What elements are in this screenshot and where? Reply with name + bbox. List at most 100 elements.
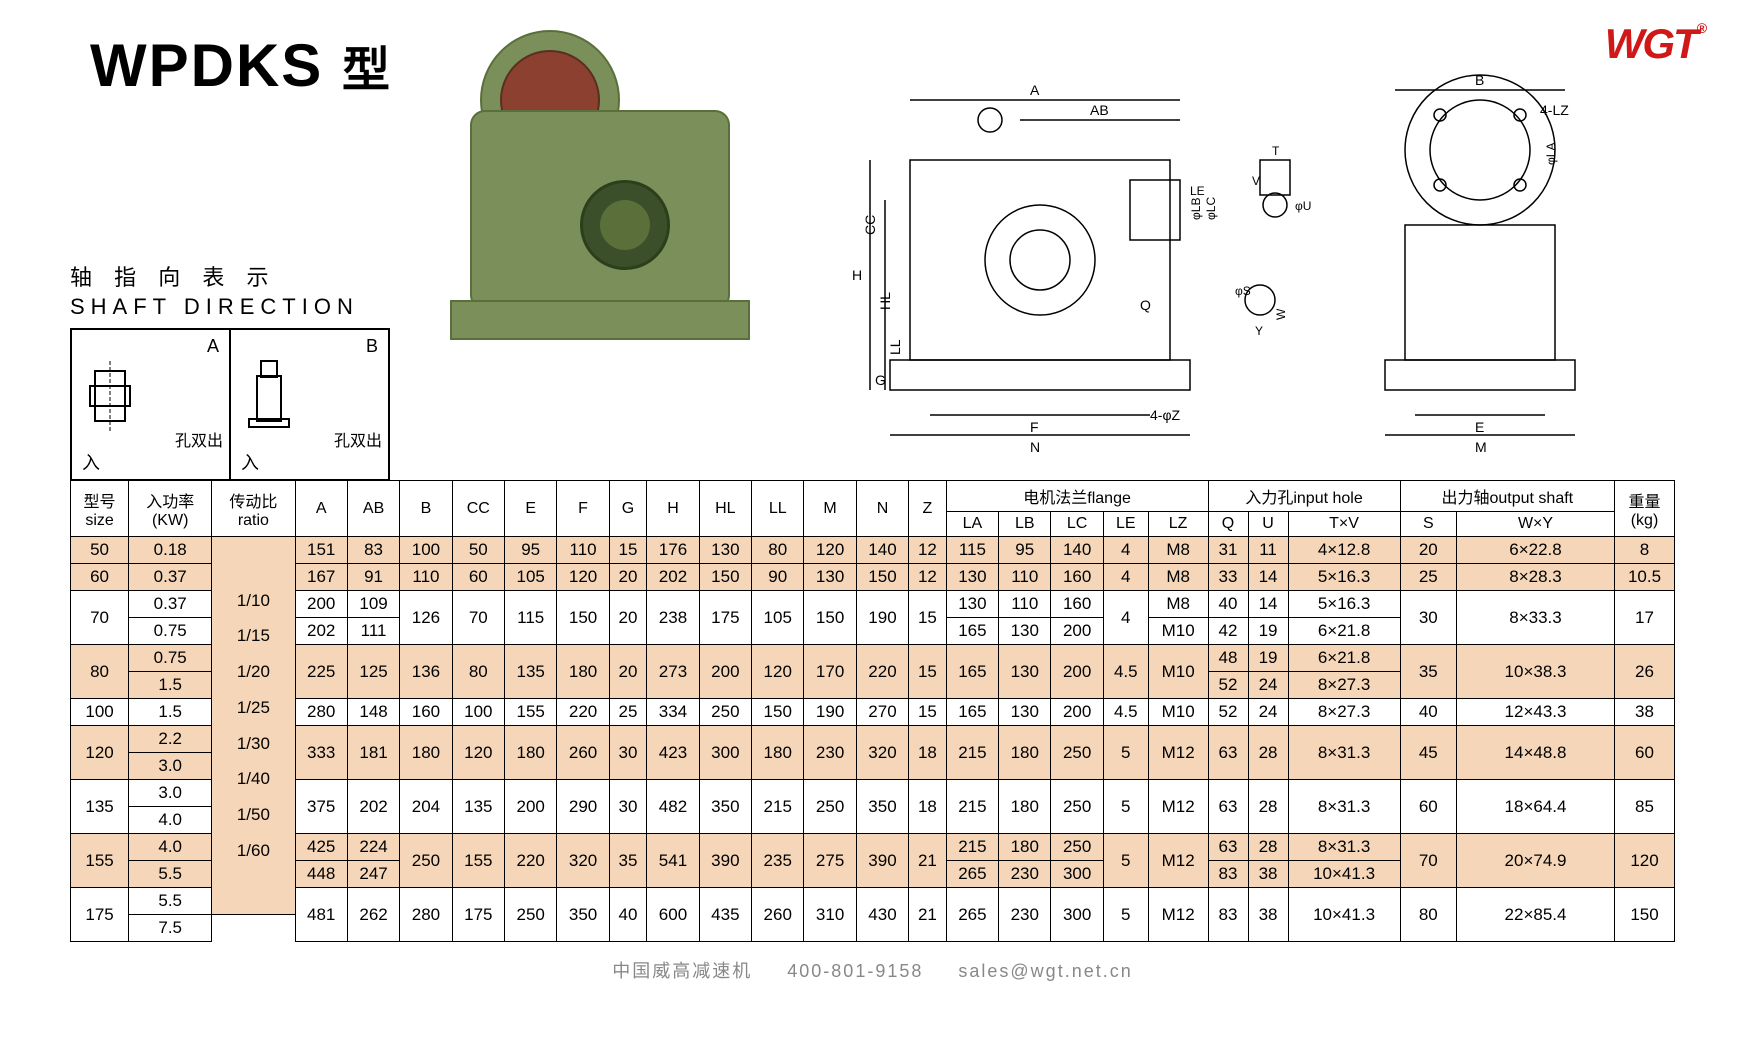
cell: 300 xyxy=(1051,861,1103,888)
cell: 215 xyxy=(946,726,998,780)
cell: 200 xyxy=(1051,699,1103,726)
cell: 135 xyxy=(505,645,557,699)
cell: 175 xyxy=(452,888,504,942)
cell: 150 xyxy=(752,699,804,726)
svg-text:B: B xyxy=(1475,72,1484,88)
cell: 4 xyxy=(1103,564,1148,591)
cell: 175 xyxy=(71,888,129,942)
table-row: 1353.03752022041352002903048235021525035… xyxy=(71,780,1675,807)
cell: 180 xyxy=(505,726,557,780)
th-size: 型号 size xyxy=(71,481,129,537)
cell: 250 xyxy=(400,834,452,888)
cell: 180 xyxy=(999,780,1051,834)
cell: 4×12.8 xyxy=(1288,537,1400,564)
cell: 4.5 xyxy=(1103,699,1148,726)
cell: 180 xyxy=(999,726,1051,780)
cell: 200 xyxy=(699,645,751,699)
cell: 275 xyxy=(804,834,856,888)
svg-text:4-φZ: 4-φZ xyxy=(1150,407,1181,423)
svg-text:Y: Y xyxy=(1255,324,1263,338)
product-photo xyxy=(430,10,780,370)
cell: 130 xyxy=(999,618,1051,645)
cell: 200 xyxy=(1051,645,1103,699)
cell: 155 xyxy=(505,699,557,726)
svg-text:V: V xyxy=(1252,174,1260,188)
cell: 435 xyxy=(699,888,751,942)
th-kw: 入功率 (KW) xyxy=(129,481,212,537)
cell: 15 xyxy=(909,645,947,699)
cell: 333 xyxy=(295,726,347,780)
cell: 0.37 xyxy=(129,564,212,591)
cell: 24 xyxy=(1248,672,1288,699)
shaft-icon-a xyxy=(80,356,140,436)
cell: 130 xyxy=(946,591,998,618)
cell: 425 xyxy=(295,834,347,861)
cell: 20×74.9 xyxy=(1457,834,1615,888)
cell: 38 xyxy=(1248,888,1288,942)
cell: 4.0 xyxy=(129,834,212,861)
table-row: 600.371679111060105120202021509013015012… xyxy=(71,564,1675,591)
cell: 8 xyxy=(1615,537,1675,564)
cell: 130 xyxy=(699,537,751,564)
svg-text:φLB: φLB xyxy=(1189,198,1203,220)
cell: 167 xyxy=(295,564,347,591)
cell: 300 xyxy=(699,726,751,780)
cell: 300 xyxy=(1051,888,1103,942)
cell: 148 xyxy=(347,699,399,726)
cell: 120 xyxy=(452,726,504,780)
cell: 110 xyxy=(999,591,1051,618)
cell: 190 xyxy=(804,699,856,726)
cell: 220 xyxy=(856,645,908,699)
cell: 220 xyxy=(505,834,557,888)
cell: 350 xyxy=(699,780,751,834)
cell: 105 xyxy=(752,591,804,645)
cell: 235 xyxy=(752,834,804,888)
cell: 448 xyxy=(295,861,347,888)
cell: 15 xyxy=(909,591,947,645)
cell: 8×31.3 xyxy=(1288,726,1400,780)
spec-table: 型号 size 入功率 (KW) 传动比 ratio A AB B CC E F… xyxy=(70,480,1675,942)
cell: 19 xyxy=(1248,645,1288,672)
cell: 18×64.4 xyxy=(1457,780,1615,834)
cell: 50 xyxy=(71,537,129,564)
cell: 230 xyxy=(999,861,1051,888)
cell: 5×16.3 xyxy=(1288,564,1400,591)
cell: 4 xyxy=(1103,591,1148,645)
cell: 20 xyxy=(609,564,647,591)
cell: 0.18 xyxy=(129,537,212,564)
cell: 204 xyxy=(400,780,452,834)
cell: 30 xyxy=(1400,591,1456,645)
cell: 40 xyxy=(1400,699,1456,726)
cell: 155 xyxy=(452,834,504,888)
cell: 5×16.3 xyxy=(1288,591,1400,618)
cell: 40 xyxy=(1208,591,1248,618)
cell: 80 xyxy=(71,645,129,699)
cell: M12 xyxy=(1148,726,1208,780)
cell: 7.5 xyxy=(129,915,212,942)
cell: 28 xyxy=(1248,834,1288,861)
cell: 125 xyxy=(347,645,399,699)
cell: 8×33.3 xyxy=(1457,591,1615,645)
cell: 35 xyxy=(1400,645,1456,699)
cell: 111 xyxy=(347,618,399,645)
cell: 11 xyxy=(1248,537,1288,564)
cell: 105 xyxy=(505,564,557,591)
cell: M12 xyxy=(1148,780,1208,834)
cell: 42 xyxy=(1208,618,1248,645)
cell: 115 xyxy=(505,591,557,645)
cell: 190 xyxy=(856,591,908,645)
cell: 4.5 xyxy=(1103,645,1148,699)
cell: 80 xyxy=(752,537,804,564)
cell: 21 xyxy=(909,834,947,888)
technical-drawings: A AB H CC HL LL G F N 4-φZ LE φLB φLC Q … xyxy=(840,60,1690,460)
cell: 120 xyxy=(1615,834,1675,888)
cell: 95 xyxy=(505,537,557,564)
cell: 20 xyxy=(609,645,647,699)
cell: 33 xyxy=(1208,564,1248,591)
cell: 110 xyxy=(557,537,609,564)
cell: 481 xyxy=(295,888,347,942)
svg-text:A: A xyxy=(1030,82,1040,98)
cell: 0.37 xyxy=(129,591,212,618)
table-row: 1554.04252242501552203203554139023527539… xyxy=(71,834,1675,861)
cell: M10 xyxy=(1148,645,1208,699)
